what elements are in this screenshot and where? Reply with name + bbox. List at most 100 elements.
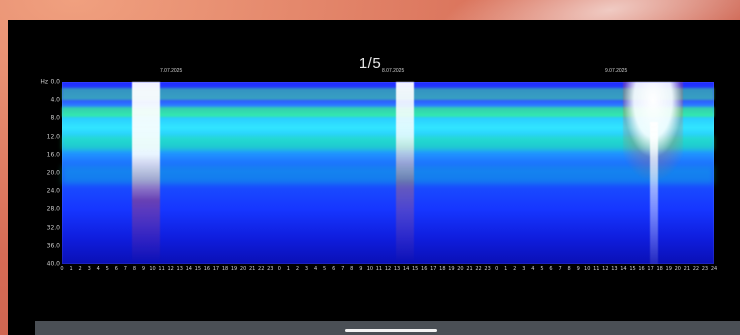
x-tick: 11 xyxy=(158,266,165,272)
x-tick: 14 xyxy=(620,266,627,272)
x-tick: 15 xyxy=(194,266,202,272)
y-tick: 8.0 xyxy=(50,114,60,122)
x-tick: 0 xyxy=(495,266,499,272)
x-axis: 0 1 2 3 4 5 6 7 8 9 10 11 12 13 14 15 16 17 18 19 20 21 22 23 0 1… xyxy=(60,266,718,276)
x-tick: 12 xyxy=(167,266,174,272)
page-counter: 1/5 xyxy=(358,55,382,72)
x-tick: 13 xyxy=(611,266,618,272)
x-tick: 4 xyxy=(96,266,100,272)
x-tick: 8 xyxy=(132,266,137,272)
cyan-band xyxy=(62,166,714,184)
x-tick: 15 xyxy=(411,266,419,272)
x-tick: 7 xyxy=(558,266,562,272)
x-tick: 21 xyxy=(683,266,691,272)
x-tick: 7 xyxy=(123,266,127,272)
x-tick: 20 xyxy=(457,266,464,272)
x-tick: 11 xyxy=(375,266,383,272)
x-tick: 1 xyxy=(69,266,73,272)
x-tick: 0 xyxy=(60,266,64,272)
x-tick: 2 xyxy=(78,266,82,272)
burst xyxy=(132,82,160,264)
x-tick: 10 xyxy=(584,266,591,272)
date-label: 9.07.2025 xyxy=(605,68,628,74)
date-label: 7.07.2025 xyxy=(160,68,183,74)
x-tick: 6 xyxy=(549,266,553,272)
x-tick: 11 xyxy=(593,266,600,272)
x-tick: 3 xyxy=(522,266,526,272)
x-tick: 19 xyxy=(448,266,455,272)
x-tick: 8 xyxy=(567,266,571,272)
x-tick: 14 xyxy=(402,266,410,272)
x-tick: 24 xyxy=(710,266,718,272)
x-tick: 21 xyxy=(466,266,473,272)
x-tick: 19 xyxy=(230,266,238,272)
x-tick: 2 xyxy=(513,266,517,272)
x-tick: 18 xyxy=(656,266,663,272)
y-tick: 16.0 xyxy=(46,151,60,159)
x-tick: 13 xyxy=(176,266,183,272)
x-tick: 10 xyxy=(366,266,374,272)
x-tick: 10 xyxy=(149,266,156,272)
x-tick: 22 xyxy=(475,266,482,272)
green-band xyxy=(62,88,714,100)
x-tick: 5 xyxy=(540,266,544,272)
y-axis: Hz 0.0 4.0 8.0 12.0 16.0 20.0 24.0 28.0 32.0 36.0… xyxy=(40,78,60,268)
x-tick: 16 xyxy=(638,266,645,272)
x-tick: 22 xyxy=(258,266,265,272)
x-tick: 2 xyxy=(295,266,300,272)
x-tick: 12 xyxy=(384,266,392,272)
x-tick: 14 xyxy=(185,266,192,272)
green-band xyxy=(62,136,714,150)
y-tick: 20.0 xyxy=(46,169,60,177)
x-tick: 8 xyxy=(350,266,354,272)
x-tick: 16 xyxy=(203,266,211,272)
x-tick: 23 xyxy=(484,266,491,272)
green-band xyxy=(62,107,714,117)
x-tick: 9 xyxy=(576,266,580,272)
x-tick: 9 xyxy=(359,266,363,272)
x-tick: 3 xyxy=(87,266,91,272)
spectrogram-image xyxy=(62,82,714,264)
x-tick: 1 xyxy=(504,266,508,272)
x-tick: 6 xyxy=(332,266,336,272)
y-tick: 32.0 xyxy=(46,224,60,232)
x-tick: 3 xyxy=(304,266,309,272)
y-tick: 0.0 xyxy=(50,78,60,86)
x-tick: 0 xyxy=(277,266,281,272)
x-tick: 6 xyxy=(114,266,118,272)
x-tick: 23 xyxy=(267,266,274,272)
x-tick: 5 xyxy=(323,266,327,272)
burst xyxy=(623,82,683,264)
x-tick: 21 xyxy=(248,266,256,272)
burst xyxy=(396,82,414,264)
x-tick: 13 xyxy=(393,266,401,272)
x-tick: 18 xyxy=(439,266,446,272)
x-tick: 18 xyxy=(221,266,229,272)
x-tick: 22 xyxy=(692,266,700,272)
x-tick: 17 xyxy=(430,266,437,272)
x-tick: 15 xyxy=(629,266,636,272)
x-tick: 12 xyxy=(602,266,609,272)
x-tick: 23 xyxy=(701,266,709,272)
x-tick: 1 xyxy=(286,266,290,272)
y-tick: 40.0 xyxy=(46,260,60,268)
x-tick: 4 xyxy=(313,266,318,272)
home-indicator[interactable] xyxy=(345,329,437,332)
x-tick: 7 xyxy=(341,266,345,272)
y-tick: 28.0 xyxy=(46,205,60,213)
y-tick: 24.0 xyxy=(46,187,60,195)
y-tick: 36.0 xyxy=(46,242,60,250)
x-tick: 17 xyxy=(212,266,220,272)
x-tick: 17 xyxy=(647,266,654,272)
x-tick: 20 xyxy=(674,266,681,272)
y-axis-unit: Hz xyxy=(40,78,48,86)
bottom-bar xyxy=(35,321,740,335)
x-tick: 9 xyxy=(141,266,146,272)
x-tick: 5 xyxy=(105,266,109,272)
x-tick: 16 xyxy=(421,266,428,272)
x-tick: 20 xyxy=(239,266,247,272)
x-tick: 19 xyxy=(665,266,672,272)
date-label: 8.07.2025 xyxy=(382,68,405,74)
y-tick: 4.0 xyxy=(50,96,60,104)
x-tick: 4 xyxy=(531,266,535,272)
